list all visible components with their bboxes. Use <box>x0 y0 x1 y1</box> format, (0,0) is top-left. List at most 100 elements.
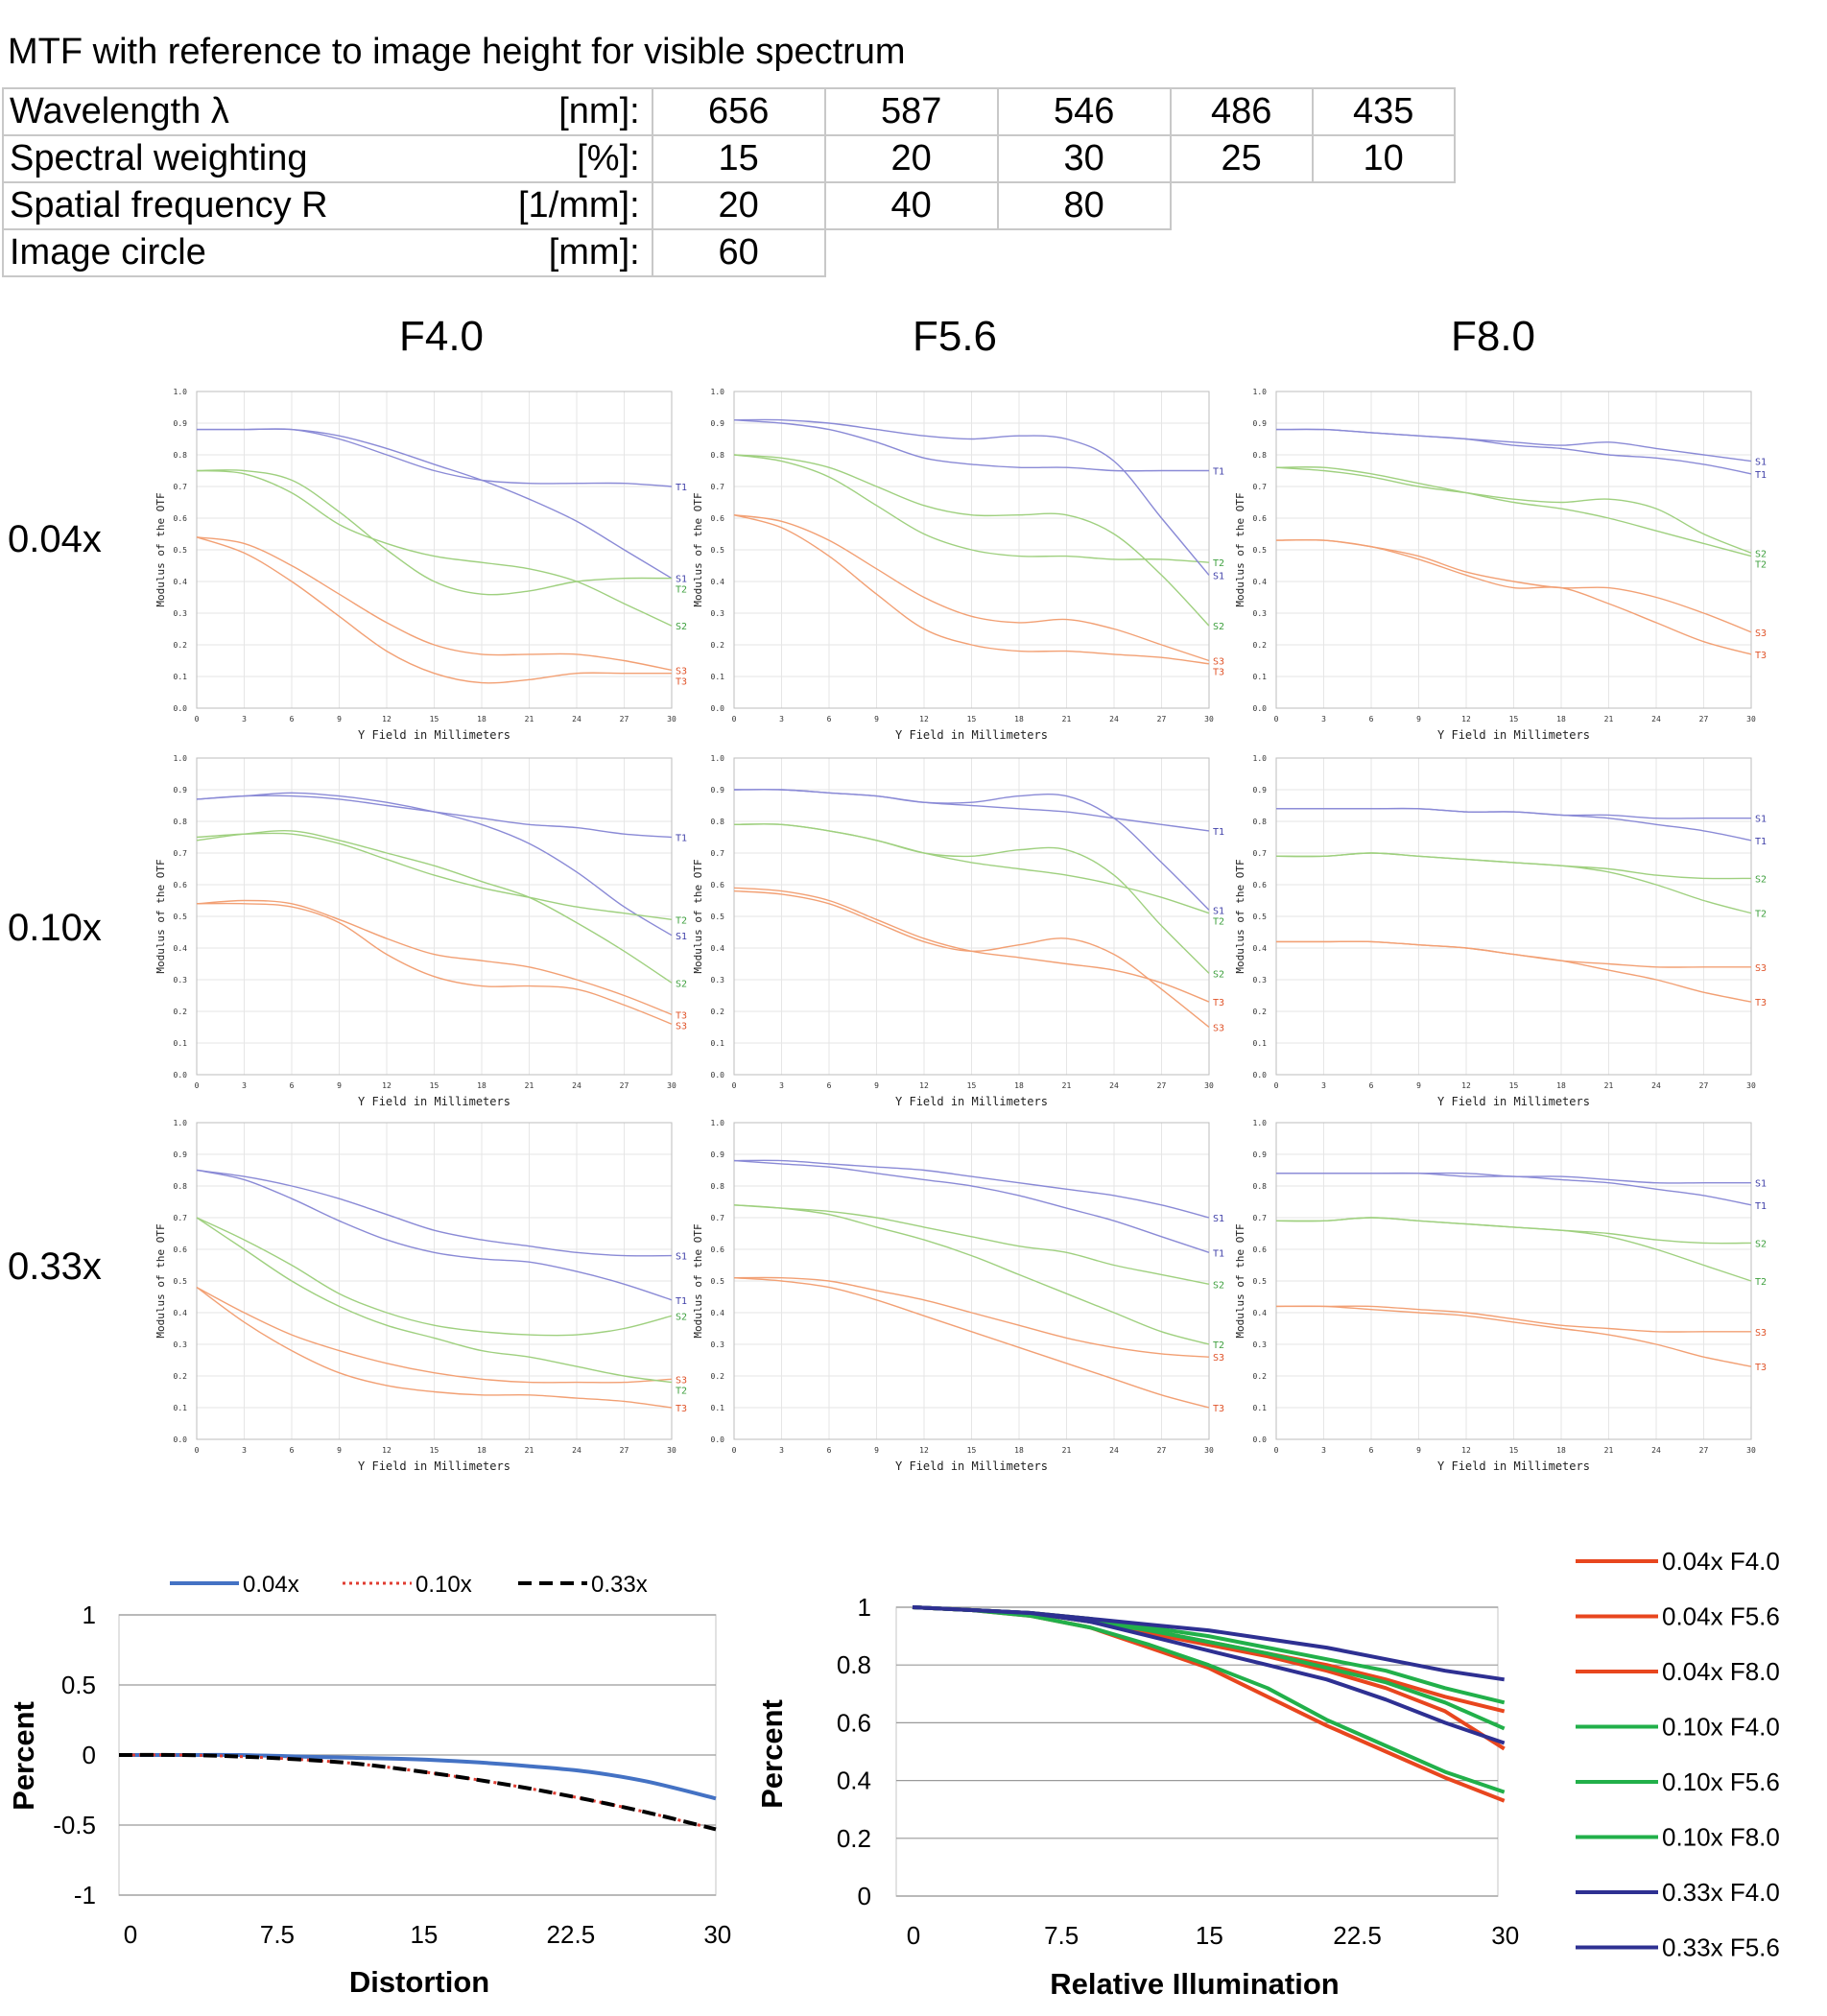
x-tick-label: 6 <box>290 1081 295 1090</box>
cell: 40 <box>823 181 999 230</box>
y-tick-label: 1.0 <box>711 388 725 396</box>
x-tick-label: 3 <box>779 715 784 723</box>
y-tick-label: 0.0 <box>1253 704 1268 713</box>
y-tick-label: 0.6 <box>1253 514 1268 523</box>
x-tick-label: 15 <box>1509 1081 1519 1090</box>
y-tick-label: 0.5 <box>711 546 725 555</box>
x-axis-label: Y Field in Millimeters <box>1437 1459 1590 1473</box>
x-tick-label: 0 <box>195 715 200 723</box>
mtf-curve-T3 <box>1275 538 1752 655</box>
x-tick-label: 24 <box>572 1081 581 1090</box>
y-tick-label: 0.6 <box>1253 1245 1268 1254</box>
y-tick-label: 0.9 <box>1253 786 1268 795</box>
y-tick-label: 0.1 <box>711 1404 725 1412</box>
x-tick-label: 12 <box>382 1081 392 1090</box>
x-tick-label: 27 <box>1157 1446 1167 1455</box>
x-tick-label: 9 <box>874 715 879 723</box>
y-tick-label: 0.2 <box>711 1008 725 1016</box>
mtf-curve-T2 <box>196 469 673 596</box>
y-axis-label: Modulus of the OTF <box>154 859 167 973</box>
x-tick-label: 0 <box>195 1081 200 1090</box>
x-tick-label: 18 <box>1556 715 1566 723</box>
x-tick-label: 9 <box>1416 715 1421 723</box>
series-label: T3 <box>1755 1363 1767 1373</box>
series-label: T2 <box>1755 910 1767 920</box>
x-axis-label: Distortion <box>349 1965 489 1999</box>
mtf-curve-S3 <box>196 1286 673 1384</box>
x-tick-label: 12 <box>382 715 392 723</box>
y-tick-label: 0.6 <box>837 1708 871 1737</box>
x-tick-label: 21 <box>525 1446 534 1455</box>
series-label: T3 <box>676 1010 687 1021</box>
y-axis-label: Modulus of the OTF <box>692 492 704 606</box>
series-label: T3 <box>1213 1404 1224 1414</box>
illumination-curve <box>912 1605 1506 1714</box>
y-tick-label: 0.2 <box>174 1372 188 1381</box>
x-axis-label: Y Field in Millimeters <box>358 1095 510 1108</box>
mtf-curve-S1 <box>733 1159 1210 1219</box>
x-tick-label: 15 <box>430 1081 439 1090</box>
series-label: T3 <box>1755 651 1767 661</box>
mtf-curve-S2 <box>196 469 673 627</box>
x-tick-label: 3 <box>242 1081 247 1090</box>
table-row: Spatial frequency R [1/mm]: 20 40 80 <box>2 181 1455 230</box>
table-row: Image circle [mm]: 60 <box>2 228 1455 277</box>
cell: 25 <box>1169 134 1314 183</box>
y-tick-label: 0.4 <box>711 578 725 586</box>
x-tick-label: 12 <box>1461 715 1471 723</box>
x-tick-label: 30 <box>1746 1081 1756 1090</box>
series-label: S3 <box>676 1021 687 1032</box>
series-label: S3 <box>1755 963 1767 974</box>
row-label: Spatial frequency R <box>2 181 518 230</box>
x-tick-label: 21 <box>525 715 534 723</box>
x-tick-label: 18 <box>477 1081 486 1090</box>
x-tick-label: 6 <box>827 715 832 723</box>
y-tick-label: 0.4 <box>1253 578 1268 586</box>
plot-frame <box>196 391 673 709</box>
aperture-header: F4.0 <box>398 313 485 360</box>
mtf-curve-S1 <box>196 792 673 937</box>
cell: 546 <box>996 87 1172 136</box>
y-tick-label: 0.3 <box>174 1340 188 1349</box>
mtf-curve-S2 <box>196 1217 673 1337</box>
x-tick-label: 6 <box>1369 1081 1374 1090</box>
y-tick-label: 0.7 <box>1253 1214 1268 1222</box>
y-tick-label: 0.1 <box>1253 1039 1268 1048</box>
y-tick-label: 0 <box>83 1741 96 1769</box>
y-axis-label: Modulus of the OTF <box>154 1223 167 1338</box>
y-tick-label: 0.5 <box>174 913 188 921</box>
series-label: S2 <box>676 979 687 989</box>
x-tick-label: 15 <box>430 715 439 723</box>
mtf-curve-S3 <box>196 902 673 1025</box>
x-tick-label: 15 <box>410 1920 438 1949</box>
series-label: S1 <box>1755 815 1767 825</box>
y-tick-label: 0.0 <box>174 1071 188 1079</box>
y-tick-label: 0.8 <box>1253 818 1268 826</box>
series-label: T2 <box>676 1386 687 1396</box>
y-tick-label: 0.2 <box>174 1008 188 1016</box>
y-tick-label: 0.6 <box>711 1245 725 1254</box>
x-tick-label: 12 <box>382 1446 392 1455</box>
y-tick-label: 0.0 <box>711 1435 725 1444</box>
y-tick-label: 0.0 <box>711 704 725 713</box>
cell: 587 <box>823 87 999 136</box>
cell: 20 <box>823 134 999 183</box>
x-axis-label: Y Field in Millimeters <box>1437 1095 1590 1108</box>
x-tick-label: 9 <box>337 1446 342 1455</box>
cell: 20 <box>651 181 826 230</box>
cell: 60 <box>651 228 826 277</box>
x-tick-label: 30 <box>703 1920 731 1949</box>
plot-frame <box>1275 391 1752 709</box>
y-tick-label: 0.2 <box>1253 1372 1268 1381</box>
x-tick-label: 9 <box>874 1446 879 1455</box>
y-tick-label: 0.5 <box>174 546 188 555</box>
legend-label: 0.04x F8.0 <box>1662 1657 1780 1686</box>
series-label: S2 <box>1213 622 1224 632</box>
x-tick-label: 3 <box>779 1081 784 1090</box>
legend-label: 0.33x F5.6 <box>1662 1933 1780 1962</box>
row-unit: [nm]: <box>518 87 653 136</box>
row-unit: [1/mm]: <box>518 181 653 230</box>
mtf-curve-T3 <box>196 536 673 684</box>
y-tick-label: 0.8 <box>174 1182 188 1191</box>
y-tick-label: 0.1 <box>1253 1404 1268 1412</box>
